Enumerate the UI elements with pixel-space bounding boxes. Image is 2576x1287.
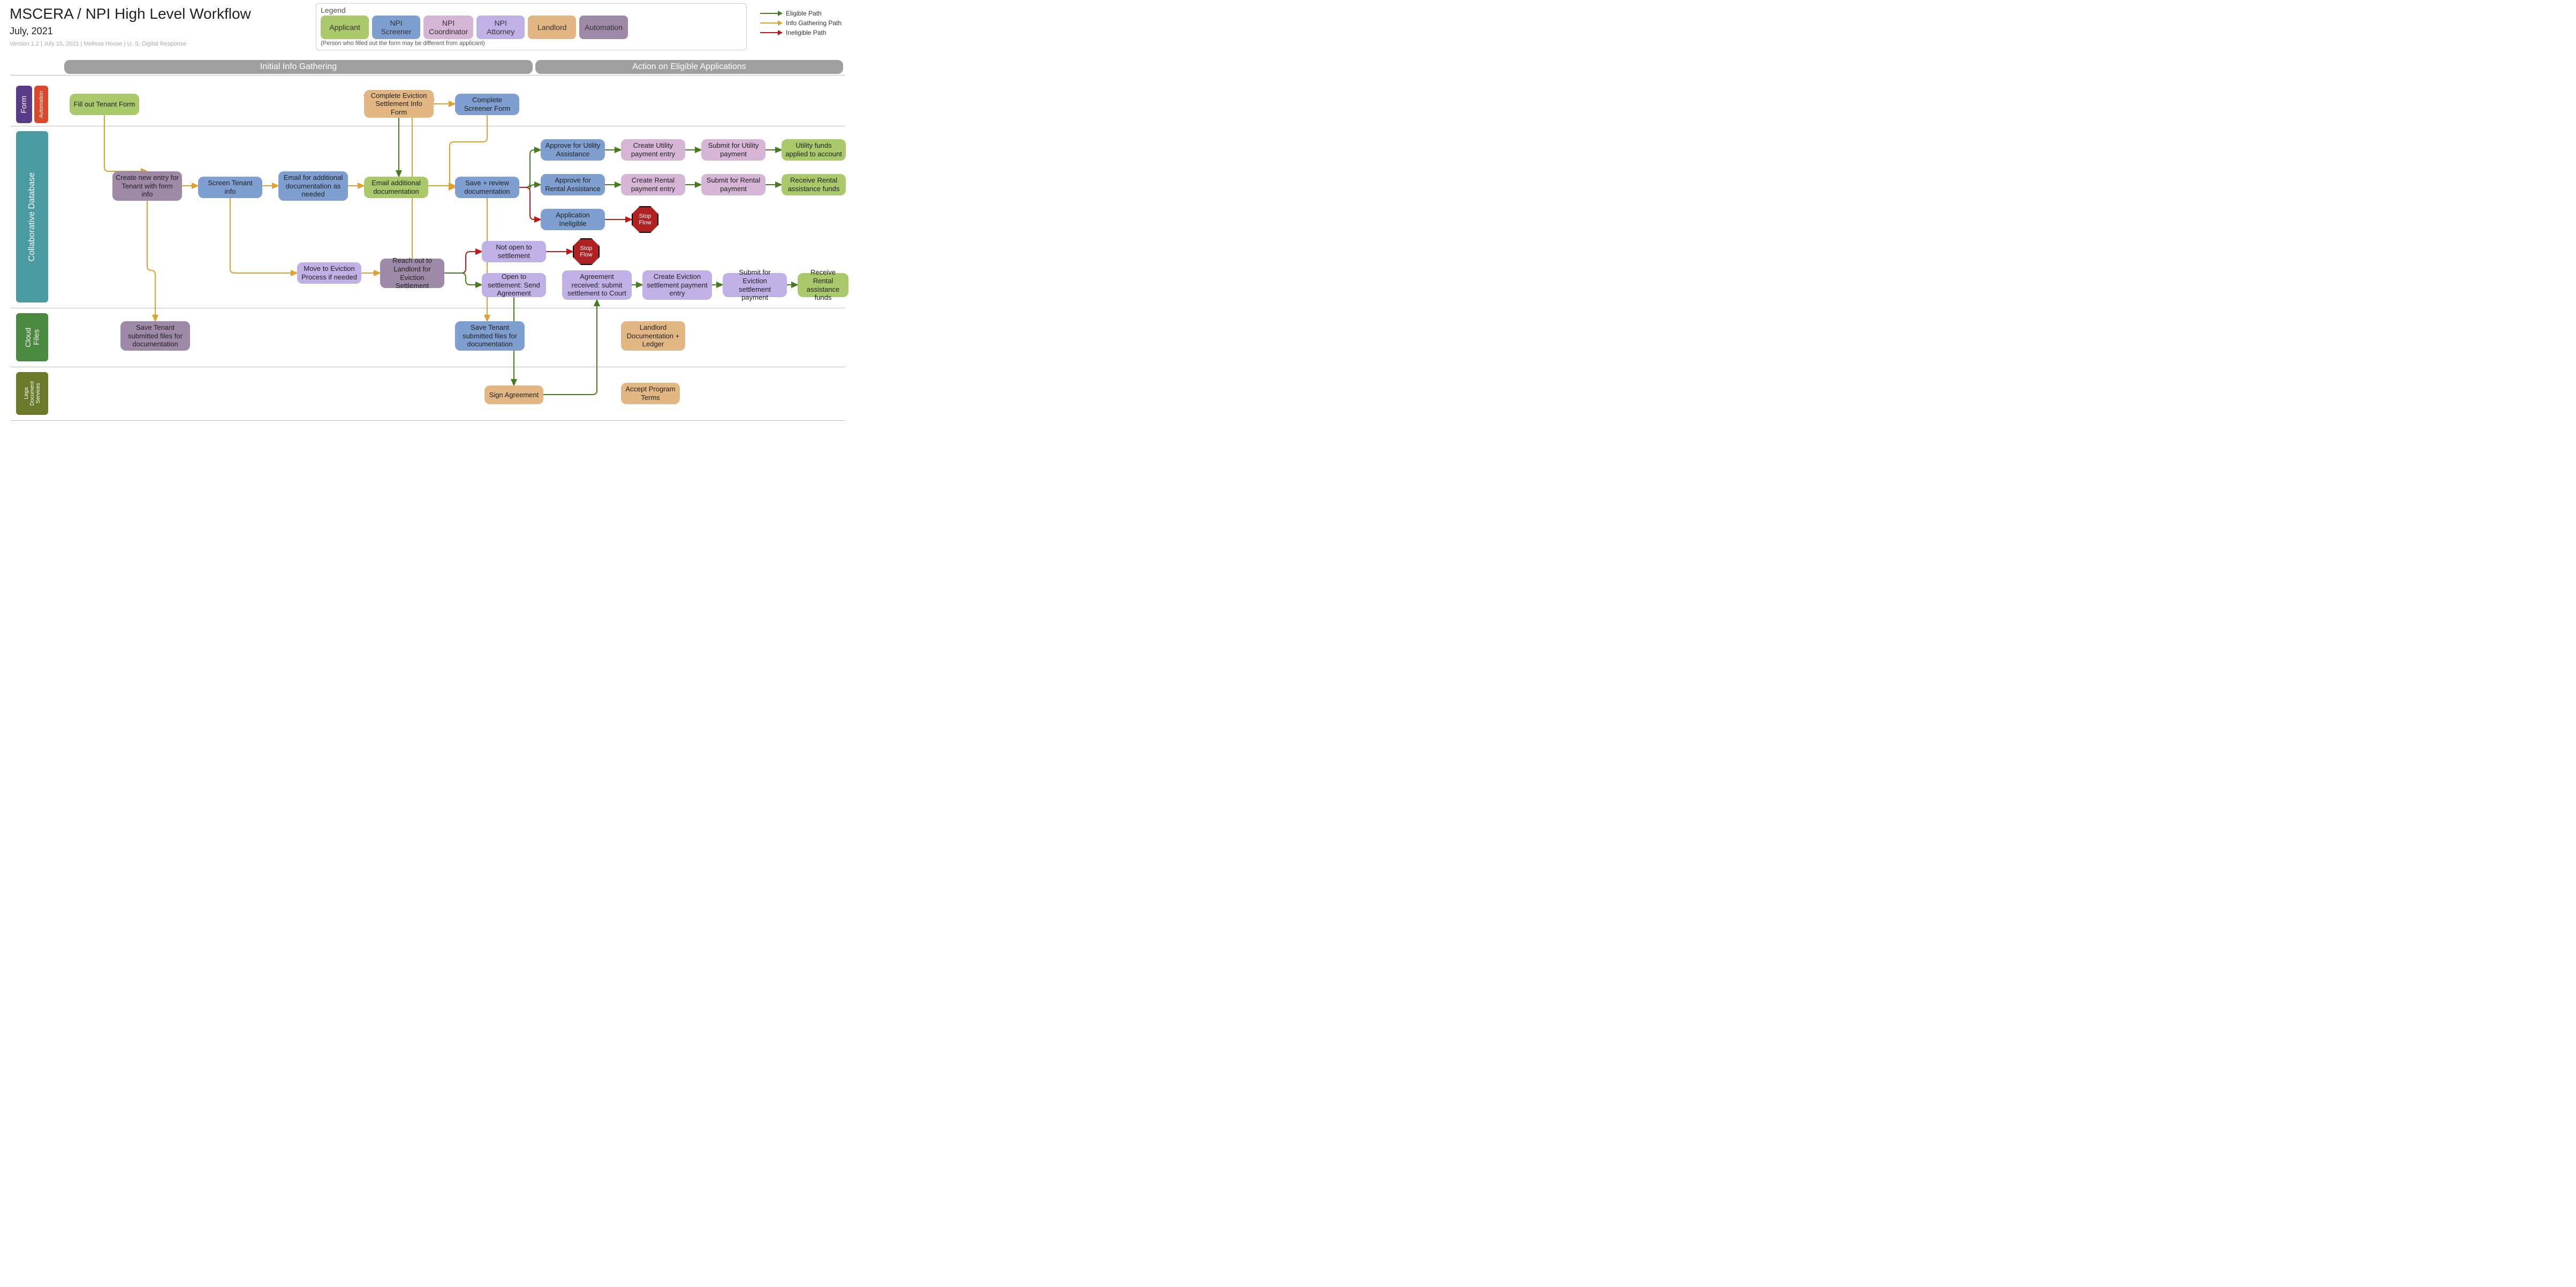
swimlane-form2: Automation <box>34 86 48 123</box>
node-not-open-settlement: Not open to settlement <box>482 241 546 262</box>
edge <box>147 201 155 321</box>
legend-box: Legend ApplicantNPI ScreenerNPI Coordina… <box>316 3 747 50</box>
node-agreement-received: Agreement received: submit settlement to… <box>562 270 632 300</box>
legend-path-eligible: Eligible Path <box>760 10 842 17</box>
node-app-ineligible: Application Ineligible <box>541 209 605 230</box>
legend-path-info: Info Gathering Path <box>760 19 842 27</box>
edge <box>104 115 147 171</box>
legend-swatch-attorney: NPI Attorney <box>476 16 525 39</box>
legend-swatch-automation: Automation <box>579 16 628 39</box>
node-open-settlement: Open to settlement: Send Agreement <box>482 273 546 297</box>
node-complete-screener-form: Complete Screener Form <box>455 94 519 115</box>
node-receive-rental-1: Receive Rental assistance funds <box>782 174 846 195</box>
page-title: MSCERA / NPI High Level Workflow <box>10 5 251 22</box>
legend-title: Legend <box>321 6 742 14</box>
node-create-eviction-entry: Create Eviction settlement payment entry <box>642 270 712 300</box>
node-save-tenant-files-1: Save Tenant submitted files for document… <box>120 321 190 351</box>
page-meta: Version 1.2 | July 15, 2021 | Melissa Ho… <box>10 41 186 47</box>
node-save-review-doc: Save + review documentation <box>455 177 519 198</box>
legend-paths: Eligible Path Info Gathering Path Ineligib… <box>760 7 842 39</box>
node-landlord-ledger: Landlord Documentation + Ledger <box>621 321 685 351</box>
node-accept-terms: Accept Program Terms <box>621 383 680 404</box>
node-create-rental-entry: Create Rental payment entry <box>621 174 685 195</box>
swimlane-cloud: Cloud Files <box>16 313 48 361</box>
node-screen-tenant: Screen Tenant info <box>198 177 262 198</box>
edge <box>230 198 297 273</box>
node-create-entry: Create new entry for Tenant with form in… <box>112 171 182 201</box>
node-approve-utility: Approve for Utility Assistance <box>541 139 605 161</box>
node-submit-eviction: Submit for Eviction settlement payment <box>723 273 787 297</box>
node-sign-agreement: Sign Agreement <box>484 385 543 404</box>
node-receive-rental-2: Receive Rental assistance funds <box>798 273 848 297</box>
node-complete-eviction-form: Complete Eviction Settlement Info Form <box>364 90 434 118</box>
legend-note: (Person who filled out the form may be d… <box>321 40 742 47</box>
node-create-utility-entry: Create Utility payment entry <box>621 139 685 161</box>
edge <box>444 273 482 285</box>
node-reach-landlord: Reach out to Landlord for Eviction Settl… <box>380 259 444 288</box>
phase-bar: Initial Info Gathering <box>64 60 533 74</box>
edge <box>519 183 541 189</box>
legend-swatch-coordinator: NPI Coordinator <box>423 16 473 39</box>
legend-swatch-landlord: Landlord <box>528 16 576 39</box>
legend-path-ineligible: Ineligible Path <box>760 29 842 36</box>
lane-divider <box>11 420 845 421</box>
node-save-tenant-files-2: Save Tenant submitted files for document… <box>455 321 525 351</box>
node-submit-utility: Submit for Utility payment <box>701 139 766 161</box>
edge <box>543 300 597 395</box>
stop-stop-2: Stop Flow <box>573 238 600 265</box>
node-email-additional-needed: Email for additional documentation as ne… <box>278 171 348 201</box>
legend-swatch-screener: NPI Screener <box>372 16 420 39</box>
page-subtitle: July, 2021 <box>10 26 53 37</box>
swimlane-form1: Form <box>16 86 32 123</box>
phase-bar: Action on Eligible Applications <box>535 60 843 74</box>
swimlane-db: Collaborative Database <box>16 131 48 302</box>
stop-stop-1: Stop Flow <box>632 206 658 233</box>
node-approve-rental: Approve for Rental Assistance <box>541 174 605 195</box>
node-submit-rental: Submit for Rental payment <box>701 174 766 195</box>
node-utility-funds: Utility funds applied to account <box>782 139 846 161</box>
edge <box>444 252 482 273</box>
edge <box>519 187 541 219</box>
swimlane-legal: Lega Document Services <box>16 372 48 415</box>
edge <box>519 150 541 187</box>
node-move-eviction: Move to Eviction Process if needed <box>297 262 361 284</box>
node-email-additional-doc: Email additional documentation <box>364 177 428 198</box>
node-fill-tenant-form: Fill out Tenant Form <box>70 94 139 115</box>
legend-swatch-applicant: Applicant <box>321 16 369 39</box>
